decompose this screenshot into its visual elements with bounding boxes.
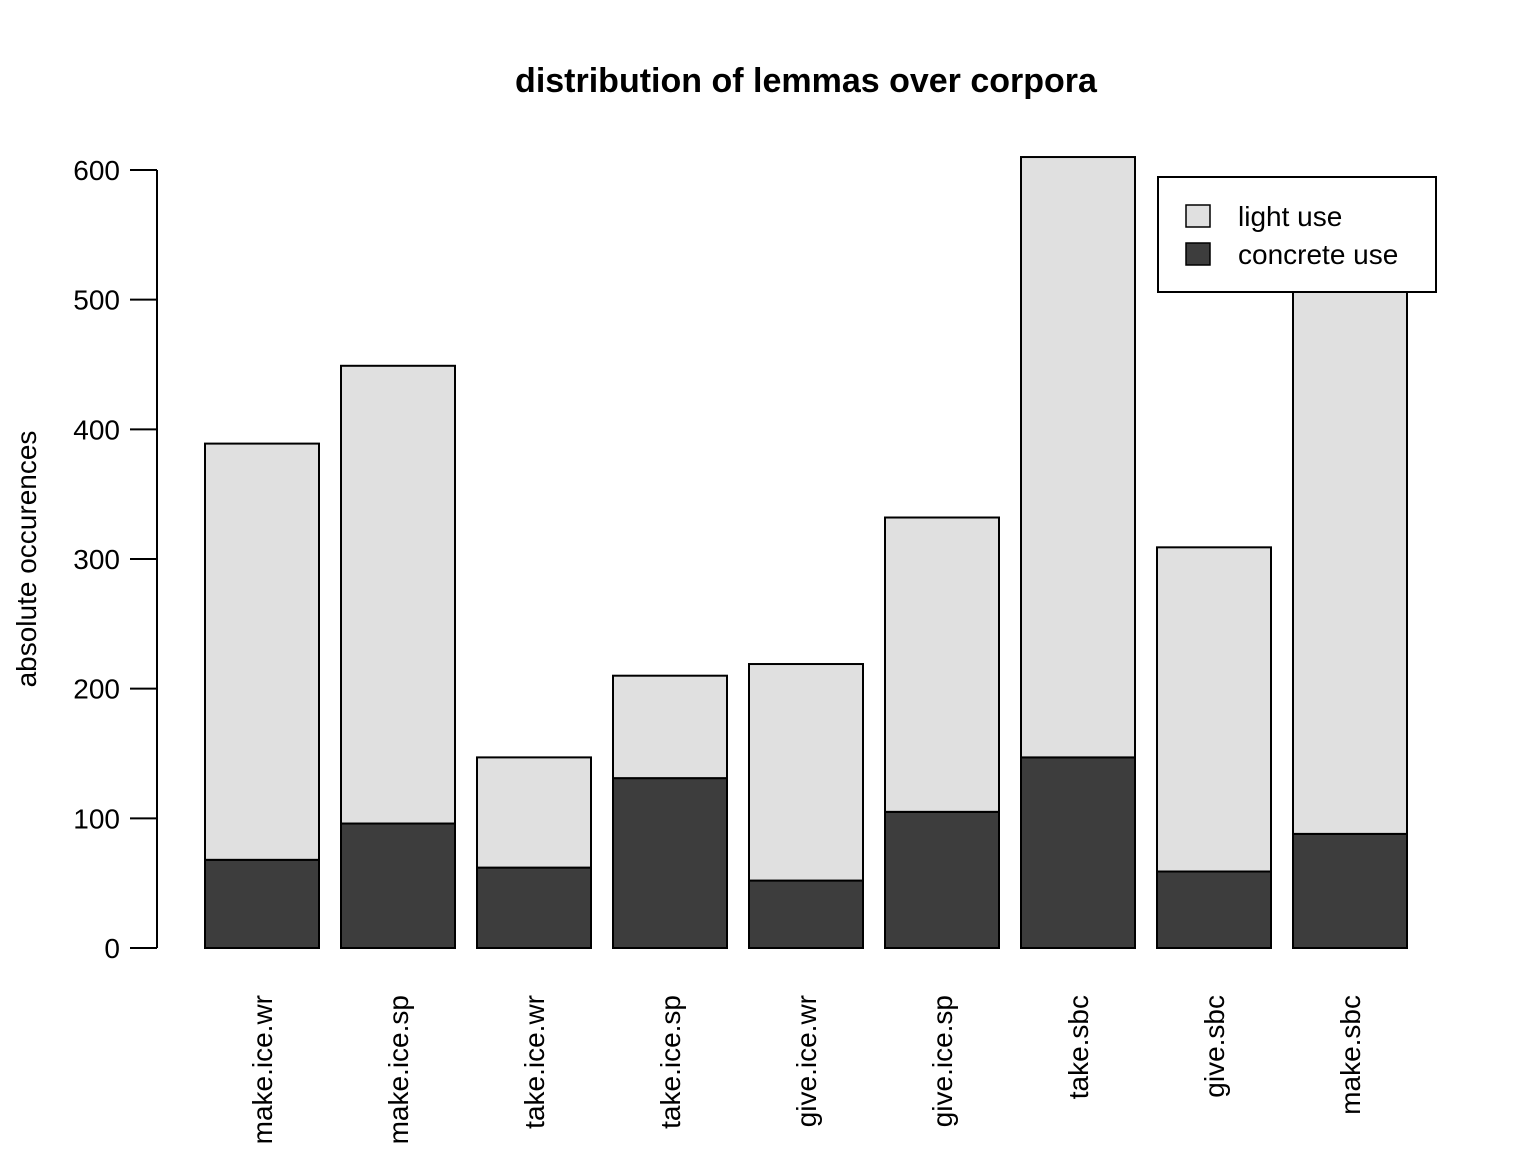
x-tick-label: take.sbc [1063,995,1094,1099]
bar-segment [1020,156,1136,759]
bar-segment [884,810,1000,949]
x-tick-label: make.sbc [1335,995,1366,1115]
y-tick-label: 100 [73,803,120,834]
x-tick-label: give.ice.sp [927,995,958,1127]
bar-segment [1156,546,1272,873]
bar-segment [1292,259,1408,835]
legend-box [1157,176,1437,293]
y-tick-label: 500 [73,285,120,316]
legend-label: concrete use [1238,239,1398,270]
x-tick-label: take.ice.sp [655,995,686,1129]
y-tick-label: 400 [73,414,120,445]
bar-segment [748,879,864,949]
y-tick-label: 200 [73,674,120,705]
x-tick-label: make.ice.wr [247,995,278,1144]
y-tick-label: 300 [73,544,120,575]
bar-segment [612,674,728,780]
bar-segment [884,516,1000,813]
bar-segment [748,663,864,882]
x-tick-label: give.sbc [1199,995,1230,1098]
bar-segment [476,756,592,869]
bar-segment [1292,832,1408,949]
legend-swatch [1185,204,1211,228]
bar-segment [340,364,456,825]
bar-segment [476,866,592,950]
legend-label: light use [1238,201,1342,232]
x-tick-label: give.ice.wr [791,995,822,1127]
x-tick-label: take.ice.wr [519,995,550,1129]
bar-segment [1156,870,1272,949]
chart-title: distribution of lemmas over corpora [515,62,1098,100]
bar-segment [204,442,320,861]
y-tick-label: 600 [73,155,120,186]
y-tick-label: 0 [104,933,120,964]
bar-segment [1020,756,1136,950]
legend-swatch [1185,242,1211,266]
y-axis-label: absolute occurences [11,431,42,688]
bar-segment [204,858,320,949]
bar-segment [612,777,728,949]
x-tick-label: make.ice.sp [383,995,414,1144]
bar-segment [340,822,456,950]
